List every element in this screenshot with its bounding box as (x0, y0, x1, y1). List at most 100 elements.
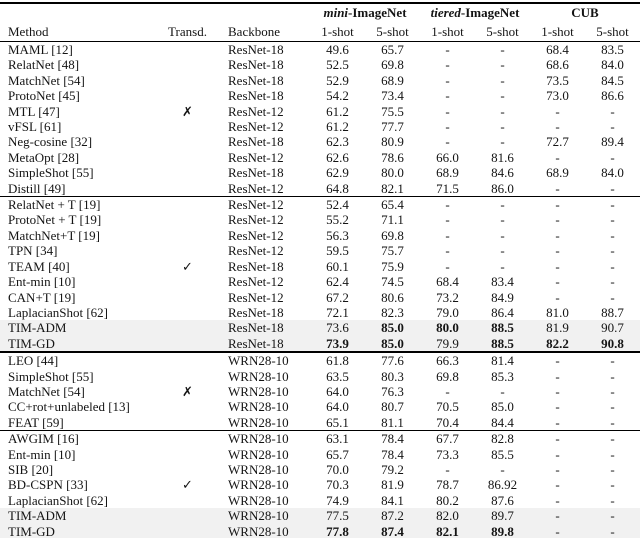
value-cell: - (610, 414, 615, 430)
group-header-italic: tiered (430, 5, 461, 20)
method-cell: Ent-min [10] (8, 274, 76, 290)
method-cell: TPN [34] (8, 243, 58, 259)
value-cell: 69.8 (381, 227, 404, 243)
value-cell: - (445, 103, 450, 119)
value-cell: - (610, 258, 615, 274)
value-cell: 62.4 (326, 274, 349, 290)
transd-cell (160, 399, 215, 414)
method-cell: TIM-GD (0, 335, 160, 353)
value-cell: 82.8 (491, 431, 514, 447)
value-cell: - (555, 431, 560, 447)
value-cell: - (555, 289, 560, 305)
value-cell: 82.0 (420, 508, 475, 524)
value-cell: 70.3 (326, 477, 349, 493)
value-cell: - (500, 57, 505, 73)
value-cell: 52.5 (326, 57, 349, 73)
value-cell: 86.6 (601, 88, 624, 104)
table-row: SIB [20] WRN28-10 70.0 79.2 - - - - (0, 462, 640, 477)
value-cell: - (445, 243, 450, 259)
method-cell: TIM-ADM (0, 320, 160, 336)
value-cell: 77.8 (310, 523, 365, 538)
value-cell: - (610, 383, 615, 399)
method-cell: MTL [47] (8, 103, 60, 119)
table-row: TIM-GD ResNet-18 73.9 85.0 79.9 88.5 82.2 90.8 (0, 335, 640, 353)
table-block: AWGIM [16] WRN28-10 63.1 78.4 67.7 82.8- - Ent-… (0, 431, 640, 538)
value-cell: - (555, 477, 560, 493)
value-cell: 89.4 (601, 134, 624, 150)
value-cell: 80.3 (381, 368, 404, 384)
value-cell: 73.5 (546, 72, 569, 88)
backbone-cell: ResNet-18 (228, 134, 284, 150)
value-cell: 78.6 (381, 149, 404, 165)
transd-cell (160, 57, 215, 72)
value-cell: 65.7 (381, 42, 404, 57)
value-cell: - (530, 508, 585, 524)
method-cell: RelatNet [48] (8, 57, 80, 73)
backbone-cell: ResNet-12 (228, 119, 284, 135)
backbone-cell: ResNet-12 (228, 149, 284, 165)
table-row: MatchNet [54] ResNet-18 52.9 68.9 - - 73.5 84.5 (0, 73, 640, 88)
transd-cell (160, 88, 215, 103)
value-cell: 84.4 (491, 414, 514, 430)
value-cell: 52.9 (326, 72, 349, 88)
value-cell: 80.0 (420, 320, 475, 336)
table-row: LaplacianShot [62] ResNet-18 72.1 82.3 79.0 8… (0, 305, 640, 320)
backbone-cell: ResNet-12 (228, 197, 284, 213)
method-cell: SIB [20] (8, 461, 54, 477)
value-cell: - (500, 42, 505, 57)
value-cell: - (500, 258, 505, 274)
value-cell: 87.6 (491, 492, 514, 508)
value-cell: 85.5 (491, 446, 514, 462)
value-cell: 68.4 (436, 274, 459, 290)
value-cell: 81.4 (491, 353, 514, 369)
value-cell: 66.0 (436, 149, 459, 165)
value-cell: - (445, 119, 450, 135)
value-cell: 77.5 (310, 508, 365, 524)
value-cell: - (555, 383, 560, 399)
method-cell: ProtoNet + T [19] (8, 212, 102, 228)
value-cell: - (445, 212, 450, 228)
method-cell: vFSL [61] (8, 119, 62, 135)
backbone-cell: ResNet-18 (215, 320, 310, 336)
value-cell: 73.9 (310, 335, 365, 353)
value-cell: - (445, 57, 450, 73)
transd-cell (160, 290, 215, 305)
value-cell: 85.3 (491, 368, 514, 384)
table-row: TIM-GD WRN28-10 77.8 87.4 82.1 89.8- - (0, 523, 640, 538)
value-cell: - (500, 227, 505, 243)
method-cell: MetaOpt [28] (8, 149, 80, 165)
table-head: mini-ImageNet tiered-ImageNet CUB Method Tra… (0, 3, 640, 42)
table-row: RelatNet [48] ResNet-18 52.5 69.8 - - 68.6 84.0 (0, 57, 640, 72)
group-header-rest: -ImageNet (460, 5, 520, 20)
value-cell: - (610, 477, 615, 493)
backbone-cell: ResNet-18 (228, 304, 284, 320)
value-cell: 84.5 (601, 72, 624, 88)
backbone-cell: WRN28-10 (228, 368, 289, 384)
table-row: MAML [12] ResNet-18 49.6 65.7 - - 68.4 83.5 (0, 42, 640, 58)
value-cell: 74.5 (381, 274, 404, 290)
table-row: TEAM [40] ✓ ResNet-18 60.1 75.9 - - - - (0, 259, 640, 274)
value-cell: - (610, 289, 615, 305)
table-row: TIM-ADM ResNet-18 73.6 85.0 80.0 88.5 81.9 90.7 (0, 320, 640, 336)
method-cell: Neg-cosine [32] (8, 134, 93, 150)
cross-icon: ✗ (182, 383, 193, 399)
table-row: ProtoNet + T [19] ResNet-12 55.2 71.1 - - - - (0, 212, 640, 227)
value-cell: 81.9 (381, 477, 404, 493)
table-row: CAN+T [19] ResNet-12 67.2 80.6 73.2 84.9 - - (0, 290, 640, 305)
value-cell: - (445, 197, 450, 213)
value-cell: 77.6 (381, 353, 404, 369)
backbone-cell: ResNet-18 (228, 57, 284, 73)
column-header: Transd. (168, 23, 207, 39)
value-cell: - (610, 180, 615, 196)
table-row: AWGIM [16] WRN28-10 63.1 78.4 67.7 82.8 - - (0, 431, 640, 447)
backbone-cell: ResNet-18 (228, 88, 284, 104)
transd-cell (160, 335, 215, 353)
backbone-cell: ResNet-12 (228, 103, 284, 119)
group-header-rest: -ImageNet (348, 5, 407, 20)
backbone-cell: ResNet-12 (228, 274, 284, 290)
value-cell: - (555, 274, 560, 290)
value-cell: - (555, 103, 560, 119)
column-header: 1-shot (541, 23, 574, 39)
value-cell: - (555, 212, 560, 228)
